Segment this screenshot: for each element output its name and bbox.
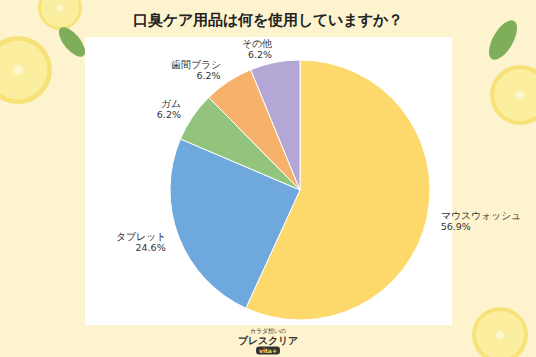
logo-badge (256, 347, 280, 355)
lemon-flesh (476, 311, 524, 357)
lemon-core (13, 65, 23, 75)
pie-slice (251, 60, 300, 190)
lemon-peel (38, 0, 82, 30)
value-label: 56.9% (441, 221, 471, 232)
value-label: 24.6% (135, 242, 165, 253)
background (0, 0, 536, 357)
lemon-flesh (41, 0, 79, 27)
lemon-peel (490, 65, 536, 125)
slices (170, 60, 430, 320)
logo-text: ブレスクリア (238, 335, 298, 346)
logo: カラダ想いのブレスクリアvita+ (238, 328, 298, 355)
leaf (54, 23, 89, 61)
data-labels: マウスウォッシュ56.9%タブレット24.6%ガム6.2%歯間ブラシ6.2%その… (116, 38, 521, 253)
slice-label: タブレット24.6% (116, 231, 166, 253)
slice-label: 歯間ブラシ6.2% (171, 59, 221, 81)
lemon-core (57, 5, 64, 12)
lemon-peel (0, 36, 52, 104)
slice-label: その他6.2% (242, 38, 272, 60)
value-label: 6.2% (196, 70, 220, 81)
lemon-flesh (0, 41, 47, 99)
title: 口臭ケア用品は何を使用していますか？ (133, 11, 403, 29)
lemon-core (496, 331, 504, 339)
decoration (0, 0, 536, 357)
leaf (483, 16, 522, 64)
value-label: 6.2% (157, 109, 181, 120)
lemon-flesh (494, 69, 536, 121)
value-label: 6.2% (248, 49, 272, 60)
category-label: その他 (242, 38, 272, 49)
slice-label: マウスウォッシュ56.9% (441, 210, 521, 232)
category-label: ガム (161, 98, 181, 109)
chart-root: 口臭ケア用品は何を使用していますか？ マウスウォッシュ56.9% タブレット24.6… (0, 0, 536, 357)
panel (85, 37, 452, 325)
lemon-peel (472, 307, 528, 357)
logo-text: vita+ (259, 347, 277, 354)
logo-text: カラダ想いの (250, 328, 286, 334)
lemon-core (516, 91, 525, 100)
category-label: マウスウォッシュ (441, 210, 521, 221)
slice-label: ガム6.2% (157, 98, 181, 120)
category-label: 歯間ブラシ (171, 59, 221, 70)
category-label: タブレット (116, 231, 166, 242)
